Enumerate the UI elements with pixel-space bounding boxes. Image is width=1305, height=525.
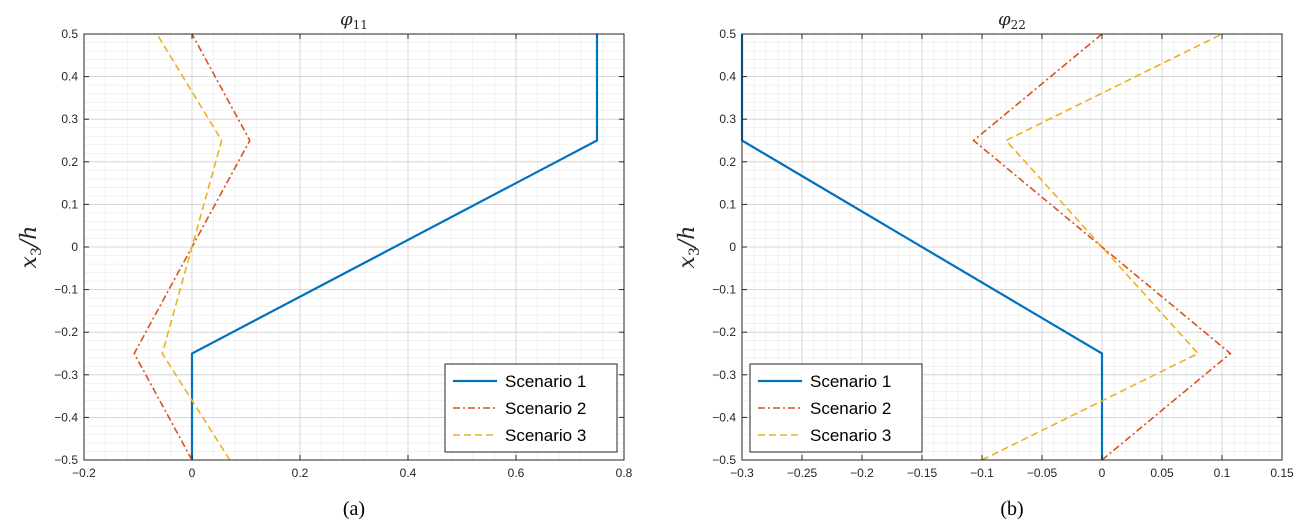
y-tick-label: −0.2: [54, 325, 78, 339]
y-tick-label: −0.5: [712, 453, 736, 467]
series-line-3: [156, 33, 231, 461]
x-tick-label: 0.8: [616, 466, 633, 480]
title-symbol: φ: [998, 9, 1011, 30]
y-tick-label: 0.3: [61, 112, 78, 126]
x-tick-label: 0.15: [1270, 466, 1294, 480]
legend-label-3: Scenario 3: [810, 426, 891, 445]
x-tick-label: −0.1: [970, 466, 994, 480]
legend-label-2: Scenario 2: [810, 399, 891, 418]
chart-title: φ22: [998, 9, 1026, 32]
ylabel-subscript: 3: [29, 247, 45, 256]
x-tick-label: −0.05: [1027, 466, 1058, 480]
title-subscript: 11: [353, 18, 368, 32]
x-tick-label: 0.6: [508, 466, 525, 480]
legend: Scenario 1 Scenario 2 Scenario 3: [444, 363, 618, 453]
x-tick-label: 0: [189, 466, 196, 480]
x-tick-label: −0.2: [850, 466, 874, 480]
x-tick-label: 0.05: [1150, 466, 1174, 480]
y-axis-label: x3/h: [17, 226, 45, 269]
ylabel-subscript: 3: [687, 247, 703, 256]
ylabel-var: x: [675, 255, 700, 268]
y-tick-label: 0.3: [719, 112, 736, 126]
series-line-1: [190, 34, 599, 460]
y-tick-label: 0: [729, 240, 736, 254]
legend-label-1: Scenario 1: [810, 372, 891, 391]
legend-label-2: Scenario 2: [505, 399, 586, 418]
panel-label: (b): [1000, 498, 1023, 520]
x-tick-label: 0.4: [400, 466, 417, 480]
y-tick-label: 0.4: [61, 70, 78, 84]
x-tick-label: −0.2: [72, 466, 96, 480]
chart-panel-a: −0.2 0 0.2 0.4 0.6 0.8 −0.5 −0.4 −0.3 −0.2 −0.1 0 0.…: [17, 9, 633, 520]
y-tick-label: −0.3: [54, 368, 78, 382]
series-line-2: [972, 33, 1232, 461]
x-tick-label: −0.3: [730, 466, 754, 480]
title-symbol: φ: [340, 9, 353, 30]
y-axis-label: x3/h: [675, 226, 703, 269]
y-tick-label: 0.2: [61, 155, 78, 169]
y-tick-label: −0.5: [54, 453, 78, 467]
y-tick-label: 0.4: [719, 70, 736, 84]
title-subscript: 22: [1011, 18, 1026, 32]
y-tick-label: 0: [71, 240, 78, 254]
y-tick-label: −0.1: [712, 283, 736, 297]
y-tick-label: 0.5: [719, 27, 736, 41]
ylabel-var: x: [17, 255, 42, 268]
x-tick-label: −0.15: [907, 466, 938, 480]
y-tick-label: 0.1: [61, 197, 78, 211]
panel-label: (a): [343, 498, 365, 520]
x-tick-label: 0: [1099, 466, 1106, 480]
legend: Scenario 1 Scenario 2 Scenario 3: [749, 363, 923, 453]
y-tick-label: 0.1: [719, 197, 736, 211]
y-tick-label: 0.2: [719, 155, 736, 169]
y-tick-label: 0.5: [61, 27, 78, 41]
ylabel-tail: /h: [17, 226, 42, 250]
y-tick-label: −0.1: [54, 283, 78, 297]
x-tick-label: −0.25: [787, 466, 818, 480]
chart-panel-b: −0.3 −0.25 −0.2 −0.15 −0.1 −0.05 0 0.05 0.1 0.15 −…: [675, 9, 1294, 520]
y-tick-label: −0.3: [712, 368, 736, 382]
y-tick-label: −0.2: [712, 325, 736, 339]
y-tick-label: −0.4: [54, 410, 78, 424]
legend-label-3: Scenario 3: [505, 426, 586, 445]
ylabel-tail: /h: [675, 226, 700, 250]
x-tick-label: 0.2: [292, 466, 309, 480]
y-tick-label: −0.4: [712, 410, 736, 424]
chart-title: φ11: [340, 9, 368, 32]
legend-label-1: Scenario 1: [505, 372, 586, 391]
x-tick-label: 0.1: [1214, 466, 1231, 480]
